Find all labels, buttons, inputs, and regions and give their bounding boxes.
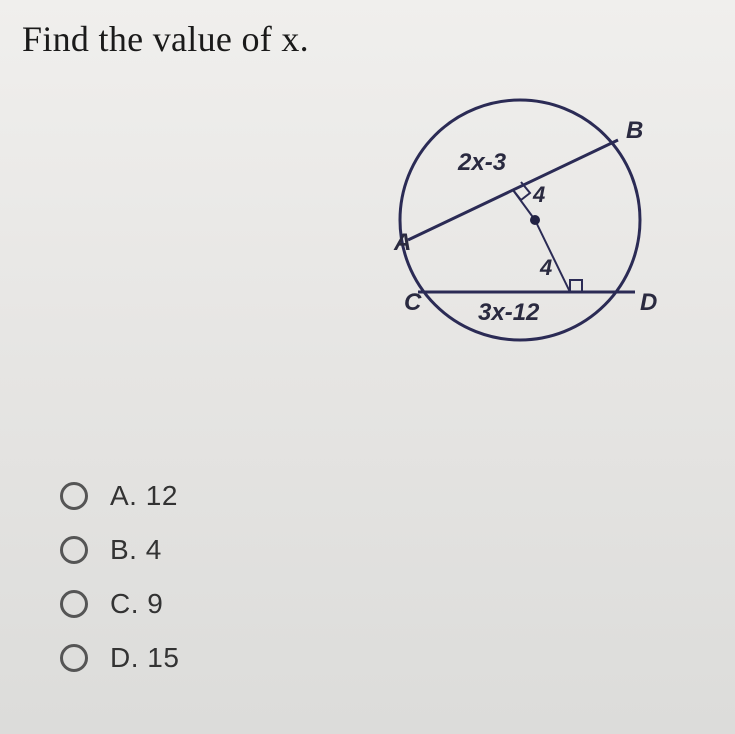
option-c-letter: C.	[110, 588, 139, 619]
option-c-value: 9	[147, 588, 163, 619]
right-angle-cd	[570, 280, 582, 292]
geometry-diagram: 2x-3 4 4 3x-12 A B C D	[350, 70, 690, 370]
label-dist-cd: 4	[539, 255, 552, 280]
option-a-value: 12	[146, 480, 178, 511]
answer-options: A. 12 B. 4 C. 9 D. 15	[60, 480, 179, 696]
center-dot	[530, 215, 540, 225]
option-b-label: B. 4	[110, 534, 162, 566]
label-ab-half: 2x-3	[457, 149, 507, 176]
option-b[interactable]: B. 4	[60, 534, 179, 566]
option-d[interactable]: D. 15	[60, 642, 179, 674]
option-b-value: 4	[146, 534, 162, 565]
label-cd-half: 3x-12	[478, 299, 540, 326]
label-dist-ab: 4	[532, 182, 545, 207]
radio-c[interactable]	[60, 590, 88, 618]
point-D: D	[640, 289, 657, 316]
worksheet-page: Find the value of x. 2x-3 4 4 3x-12 A B …	[0, 0, 735, 734]
circle-diagram-svg: 2x-3 4 4 3x-12 A B C D	[350, 70, 690, 370]
radio-a[interactable]	[60, 482, 88, 510]
option-d-letter: D.	[110, 642, 139, 673]
radio-d[interactable]	[60, 644, 88, 672]
radio-b[interactable]	[60, 536, 88, 564]
point-C: C	[404, 289, 422, 316]
option-c-label: C. 9	[110, 588, 163, 620]
option-a-letter: A.	[110, 480, 137, 511]
option-d-value: 15	[147, 642, 179, 673]
point-A: A	[393, 229, 411, 256]
point-B: B	[626, 117, 643, 144]
option-a-label: A. 12	[110, 480, 178, 512]
option-a[interactable]: A. 12	[60, 480, 179, 512]
option-b-letter: B.	[110, 534, 137, 565]
option-c[interactable]: C. 9	[60, 588, 179, 620]
question-prompt: Find the value of x.	[22, 18, 309, 60]
option-d-label: D. 15	[110, 642, 179, 674]
